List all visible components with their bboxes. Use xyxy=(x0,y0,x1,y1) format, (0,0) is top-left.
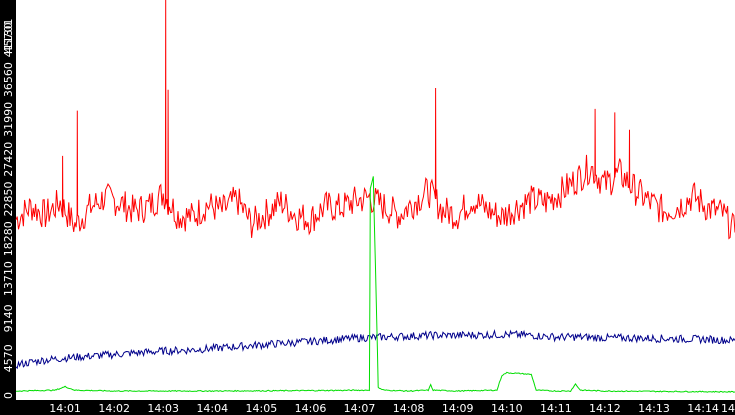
x-tick-label: 14:05 xyxy=(246,402,278,415)
x-tick-label: 14:14 xyxy=(687,402,719,415)
x-tick-label: 14:02 xyxy=(98,402,130,415)
y-tick-label: 9140 xyxy=(2,304,15,332)
y-tick-labels: 0 4570 9140 13710 18280 22850 27420 31990 36560 4… xyxy=(2,19,15,400)
series-line-2 xyxy=(15,329,735,370)
y-tick-label: 22850 xyxy=(2,182,15,217)
series-line-3 xyxy=(16,176,735,393)
x-tick-label: 14:11 xyxy=(540,402,572,415)
x-tick-label: 14:03 xyxy=(147,402,179,415)
y-tick-label: 45701 xyxy=(2,19,15,54)
x-axis-band xyxy=(0,400,735,415)
x-tick-label: 14:04 xyxy=(196,402,228,415)
y-tick-label: 36560 xyxy=(2,62,15,97)
x-tick-label: 14:09 xyxy=(442,402,474,415)
series-line-1 xyxy=(15,0,735,240)
y-tick-label: 13710 xyxy=(2,261,15,296)
x-tick-labels: 14:01 14:02 14:03 14:04 14:05 14:06 14:07 14:08… xyxy=(49,402,735,415)
y-tick-label: 18280 xyxy=(2,221,15,256)
y-tick-label: 4570 xyxy=(2,344,15,372)
y-tick-label: 27420 xyxy=(2,142,15,177)
x-tick-label: 14:06 xyxy=(295,402,327,415)
x-tick-label: 14:13 xyxy=(638,402,670,415)
x-tick-label: 14:12 xyxy=(589,402,621,415)
x-tick-label: 14:01 xyxy=(49,402,81,415)
y-tick-label: 0 xyxy=(2,392,15,399)
y-tick-label: 41130 xyxy=(2,22,15,57)
x-tick-label: 14:07 xyxy=(344,402,376,415)
series-layer xyxy=(15,0,735,393)
y-axis-band xyxy=(0,0,16,415)
x-tick-label: 14:10 xyxy=(491,402,523,415)
x-tick-label: 14 xyxy=(721,402,735,415)
x-tick-label: 14:08 xyxy=(393,402,425,415)
y-tick-label: 31990 xyxy=(2,102,15,137)
